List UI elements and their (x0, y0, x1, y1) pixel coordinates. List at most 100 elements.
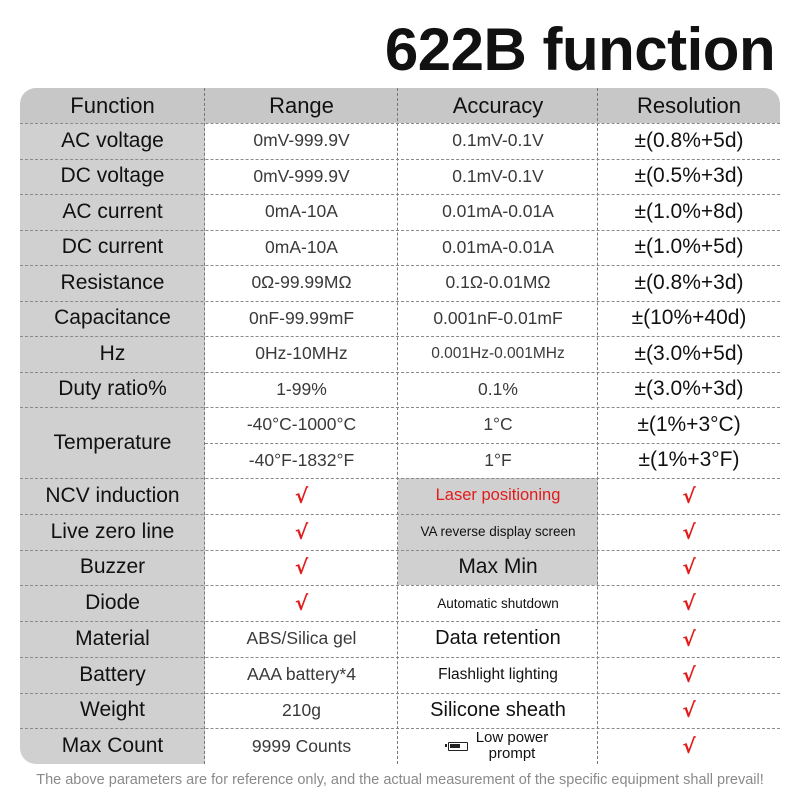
range-value: -40°C-1000°C (246, 414, 357, 435)
header-resolution: Resolution (598, 88, 780, 123)
feature-label: Data retention (435, 627, 561, 650)
range-value: 1-99% (276, 378, 327, 399)
accuracy-value: 0.01mA-0.01A (442, 236, 554, 257)
accuracy-value: 1°F (484, 449, 512, 470)
function-label: Hz (20, 336, 205, 372)
function-label-temperature: Temperature (20, 407, 205, 478)
range-value: -40°F-1832°F (248, 449, 355, 470)
function-label: Duty ratio% (20, 371, 205, 407)
check-mark-icon: √ (682, 698, 696, 723)
function-label: Buzzer (20, 549, 205, 586)
resolution-value: ±(10%+40d) (631, 306, 747, 330)
function-label: Battery (20, 656, 205, 693)
row-divider (20, 513, 780, 515)
row-divider (20, 621, 780, 622)
resolution-value: ±(0.8%+3d) (634, 270, 744, 294)
resolution-value: ±(3.0%+3d) (634, 377, 744, 401)
row-divider (20, 336, 780, 337)
row-divider (20, 478, 780, 479)
row-divider (20, 692, 780, 694)
row-divider (20, 407, 780, 408)
range-value: 0mV-999.9V (253, 130, 350, 151)
function-label: Resistance (20, 265, 205, 301)
range-value: 0Ω-99.99MΩ (251, 272, 352, 293)
row-divider (20, 158, 780, 160)
range-value: AAA battery*4 (247, 664, 356, 685)
accuracy-value: 0.001Hz-0.001MHz (431, 344, 565, 362)
resolution-value: ±(0.5%+3d) (634, 164, 744, 188)
function-label: Material (20, 621, 205, 657)
range-value: 0mA-10A (265, 236, 338, 257)
check-mark-icon: √ (682, 626, 696, 651)
header-range: Range (205, 88, 398, 123)
range-value: 0Hz-10MHz (255, 343, 348, 364)
range-value: 210g (282, 699, 321, 720)
feature-low-power: Low power prompt (398, 728, 598, 764)
check-mark-icon: √ (682, 555, 696, 580)
check-mark-icon: √ (294, 519, 309, 544)
accuracy-value: 0.001nF-0.01mF (433, 307, 563, 328)
feature-label-line: prompt (488, 745, 536, 763)
function-label: DC current (20, 229, 205, 265)
check-mark-icon: √ (682, 591, 696, 616)
function-label: Weight (20, 692, 205, 729)
check-mark-icon: √ (682, 662, 696, 687)
accuracy-value: 0.01mA-0.01A (442, 201, 554, 222)
column-divider (597, 88, 598, 764)
row-divider (20, 265, 780, 266)
resolution-value: ±(1.0%+5d) (634, 235, 744, 259)
header-function: Function (20, 88, 205, 123)
row-divider (205, 442, 780, 444)
range-value: 0mV-999.9V (253, 165, 350, 186)
function-label: Capacitance (20, 300, 205, 336)
row-divider (20, 549, 780, 551)
resolution-value: ±(1.0%+8d) (634, 199, 744, 223)
resolution-value: ±(1%+3°F) (638, 448, 740, 472)
row-divider (20, 585, 780, 587)
resolution-value: ±(3.0%+5d) (634, 341, 744, 365)
column-divider (204, 88, 205, 764)
row-divider (20, 728, 780, 730)
battery-low-icon (444, 741, 468, 751)
footnote: The above parameters are for reference o… (36, 772, 764, 788)
check-mark-icon: √ (682, 519, 696, 544)
accuracy-value: 1°C (483, 414, 513, 435)
check-mark-icon: √ (682, 734, 696, 759)
spec-table: Function Range Accuracy Resolution AC vo… (20, 88, 780, 764)
function-label: DC voltage (20, 158, 205, 194)
feature-label-laser: Laser positioning (398, 478, 598, 514)
row-divider (20, 194, 780, 195)
check-mark-icon: √ (294, 483, 309, 508)
check-mark-icon: √ (294, 591, 309, 616)
range-value: ABS/Silica gel (246, 628, 357, 649)
feature-label: Max Min (398, 549, 598, 586)
header-accuracy: Accuracy (398, 88, 598, 123)
function-label: AC voltage (20, 123, 205, 159)
row-divider (20, 371, 780, 373)
page-title: 622B function (384, 16, 776, 83)
accuracy-value: 0.1mV-0.1V (452, 165, 544, 186)
row-divider (20, 656, 780, 658)
function-label: AC current (20, 194, 205, 230)
feature-label: Silicone sheath (430, 698, 566, 721)
resolution-value: ±(0.8%+5d) (634, 128, 744, 152)
feature-label: Automatic shutdown (437, 595, 559, 611)
feature-label: Flashlight lighting (438, 665, 558, 683)
check-mark-icon: √ (682, 483, 696, 508)
accuracy-value: 0.1mV-0.1V (452, 130, 544, 151)
row-divider (20, 229, 780, 231)
range-value: 0mA-10A (265, 201, 338, 222)
column-divider (397, 88, 398, 764)
feature-label-line: Low power (475, 729, 549, 747)
accuracy-value: 0.1% (478, 378, 518, 399)
function-label: Live zero line (20, 513, 205, 550)
feature-label: VA reverse display screen (398, 513, 598, 550)
low-power-group: Low power prompt (444, 730, 549, 762)
function-label: Max Count (20, 728, 205, 764)
resolution-value: ±(1%+3°C) (637, 412, 741, 436)
range-value: 9999 Counts (251, 735, 352, 756)
feature-label: Low power prompt (476, 730, 549, 762)
check-mark-icon: √ (294, 555, 309, 580)
range-value: 0nF-99.99mF (248, 307, 355, 328)
